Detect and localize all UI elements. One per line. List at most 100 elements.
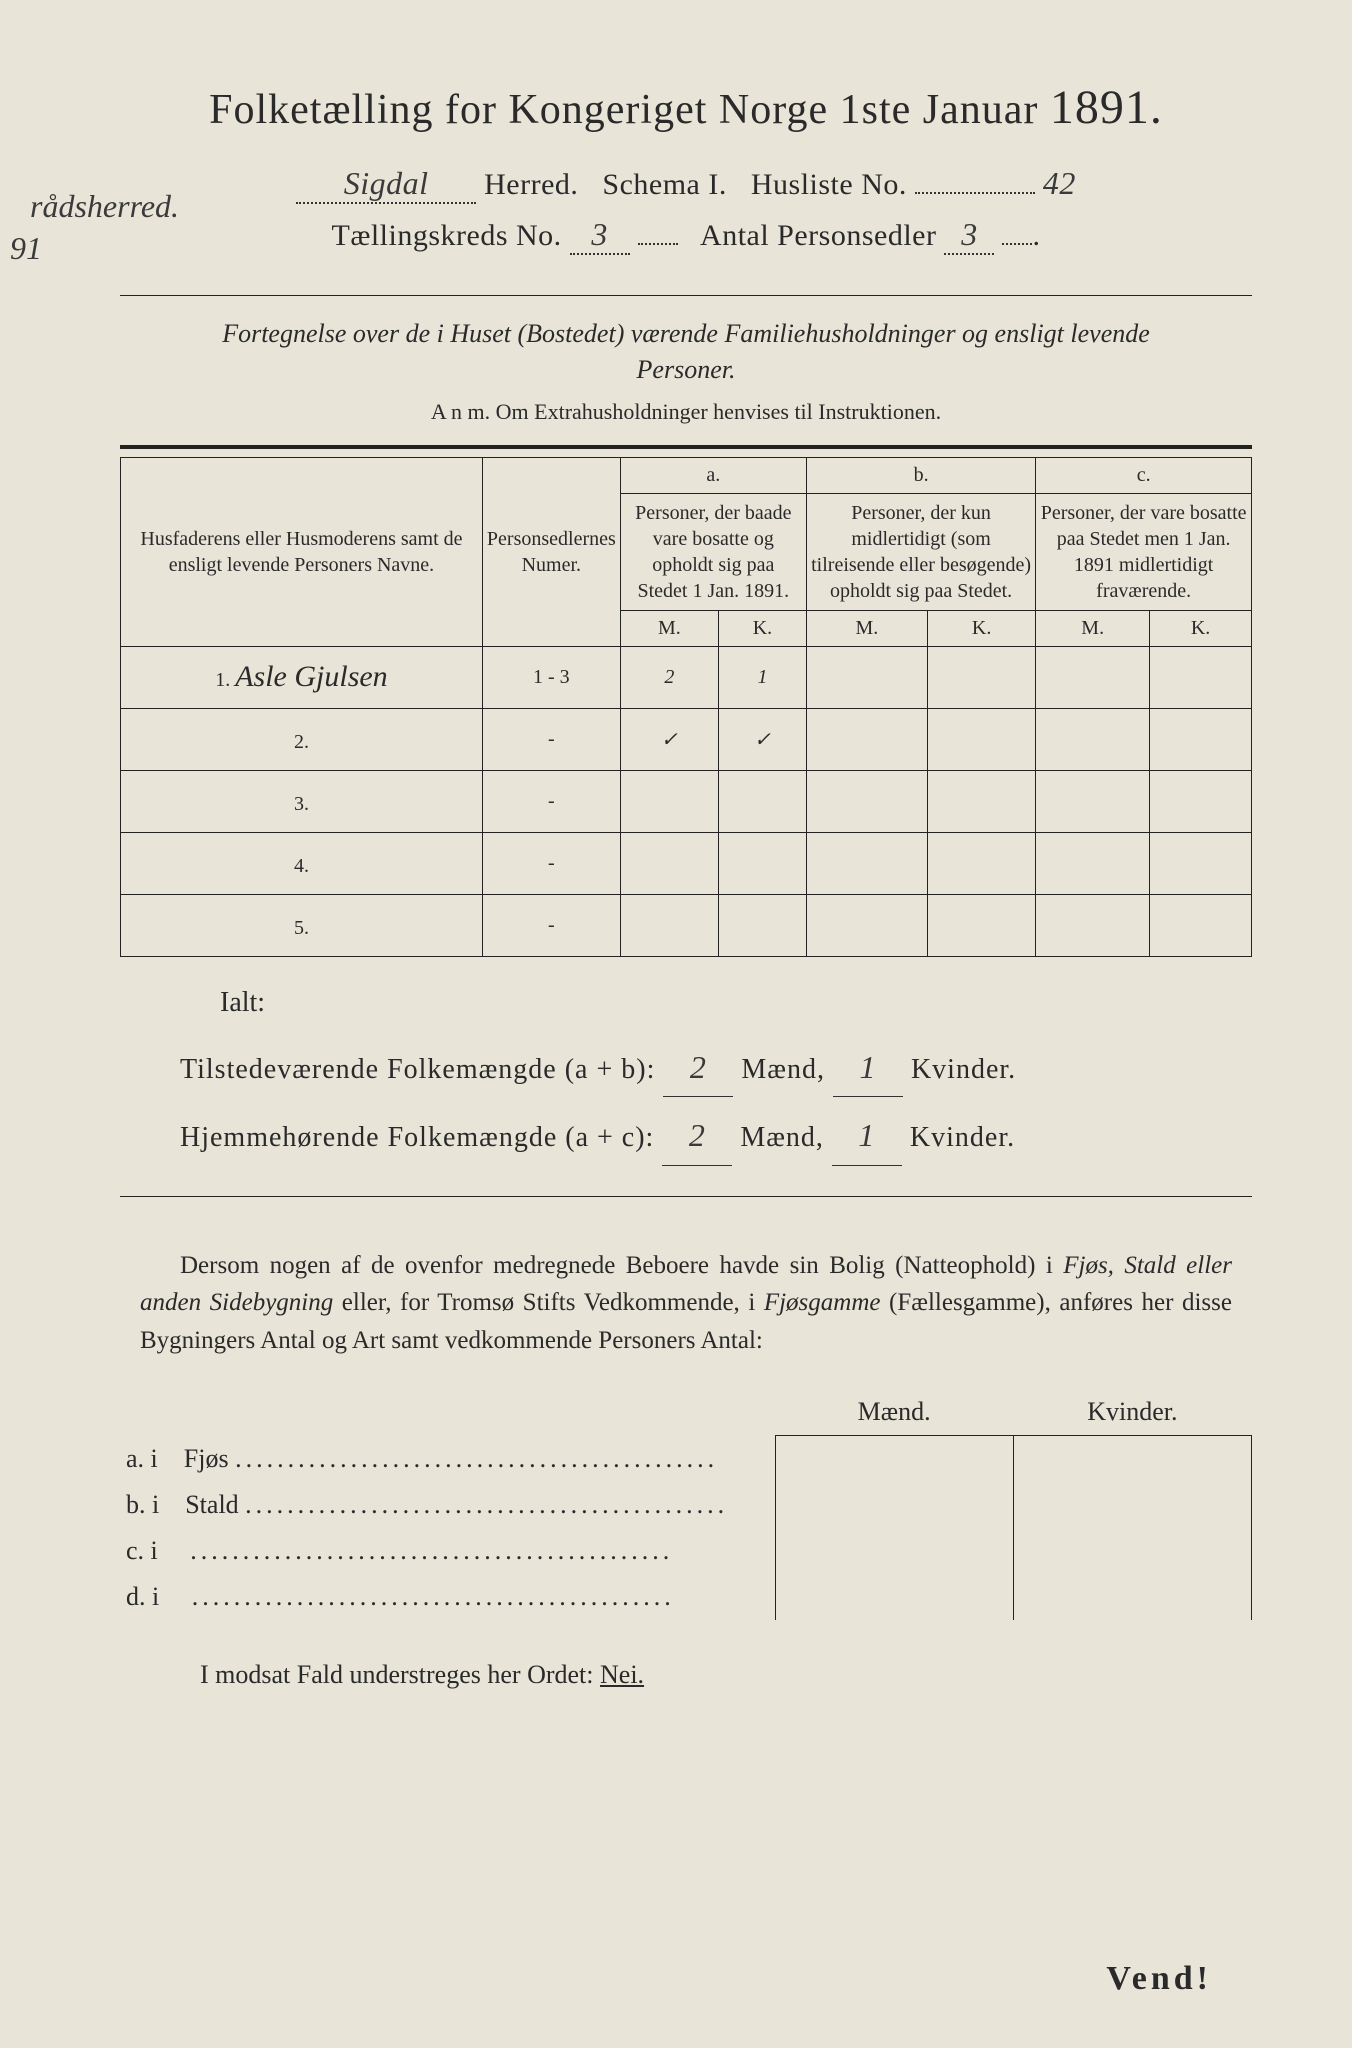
para-t7: og [316, 1327, 352, 1354]
row-num: - [482, 894, 620, 956]
vend-label: Vend! [1106, 1960, 1212, 1998]
bldg-tbody: a. i Fjøs b. i Stald c. i d. i [120, 1436, 1252, 1620]
margin-year-note: 91 [10, 230, 42, 267]
row-a-k [718, 770, 806, 832]
table-row: 2. -✓✓ [121, 708, 1252, 770]
anm-note: A n m. Om Extrahusholdninger henvises ti… [120, 399, 1252, 425]
herred-value: Sigdal [296, 165, 476, 204]
totals1-m: 2 [663, 1039, 733, 1098]
para-t1: Dersom nogen af de ovenfor medregnede Be… [180, 1252, 1063, 1279]
totals-kvinder-1: Kvinder. [911, 1054, 1016, 1085]
bldg-row: b. i Stald [120, 1482, 1252, 1528]
margin-herred-prefix: rådsherred. [30, 188, 179, 225]
bldg-k [1013, 1482, 1251, 1528]
b-k: K. [927, 610, 1035, 646]
row-c-m [1036, 894, 1150, 956]
row-a-k [718, 894, 806, 956]
row-b-m [806, 832, 927, 894]
margin-year: 91 [10, 230, 42, 266]
a-m: M. [620, 610, 718, 646]
bldg-head-row: Mænd. Kvinder. [120, 1389, 1252, 1436]
totals-maend-1: Mænd, [741, 1054, 825, 1085]
page-title: Folketælling for Kongeriget Norge 1ste J… [120, 80, 1252, 135]
bldg-head-k: Kvinder. [1013, 1389, 1251, 1436]
row-n: 2. [121, 708, 483, 770]
rule-mid [120, 1196, 1252, 1197]
bldg-m [775, 1528, 1013, 1574]
kreds-label: Tællingskreds No. [332, 219, 562, 252]
bldg-label: a. i Fjøs [120, 1436, 775, 1482]
herred-prefix-hw: rådsherred. [30, 188, 179, 224]
row-c-k [1150, 832, 1252, 894]
row-b-k [927, 770, 1035, 832]
totals2-label: Hjemmehørende Folkemængde (a + c): [180, 1122, 654, 1153]
row-b-k [927, 708, 1035, 770]
totals-maend-2: Mænd, [740, 1122, 824, 1153]
totals-kvinder-2: Kvinder. [910, 1122, 1015, 1153]
para-t9: samt vedkommende Personers Antal: [385, 1327, 763, 1354]
bldg-blank [120, 1389, 775, 1436]
census-form-page: rådsherred. 91 Folketælling for Kongerig… [0, 0, 1352, 2048]
row-b-m [806, 770, 927, 832]
row-b-m [806, 708, 927, 770]
rule-thick-top [120, 445, 1252, 449]
rule-1 [120, 295, 1252, 296]
bldg-label: c. i [120, 1528, 775, 1574]
row-n: 3. [121, 770, 483, 832]
totals2-m: 2 [662, 1107, 732, 1166]
row-a-m [620, 894, 718, 956]
c-m: M. [1036, 610, 1150, 646]
row-c-m [1036, 708, 1150, 770]
bldg-m [775, 1436, 1013, 1482]
row-c-m [1036, 646, 1150, 708]
census-tbody: 1. Asle Gjulsen1 - 3212. -✓✓3. -4. -5. - [121, 646, 1252, 956]
bldg-m [775, 1574, 1013, 1620]
row-b-k [927, 646, 1035, 708]
row-a-k [718, 832, 806, 894]
kreds-dots [638, 243, 678, 245]
row-num: - [482, 770, 620, 832]
table-row: 3. - [121, 770, 1252, 832]
row-c-k [1150, 770, 1252, 832]
bldg-label: d. i [120, 1574, 775, 1620]
row-c-m [1036, 770, 1150, 832]
bldg-row: d. i [120, 1574, 1252, 1620]
row-b-m [806, 646, 927, 708]
totals1-label: Tilstedeværende Folkemængde (a + b): [180, 1054, 655, 1085]
col-name-head: Husfaderens eller Husmoderens samt de en… [121, 457, 483, 646]
schema-label: Schema I. [602, 168, 726, 201]
nei-word: Nei. [600, 1660, 644, 1689]
table-row: 5. - [121, 894, 1252, 956]
building-paragraph: Dersom nogen af de ovenfor medregnede Be… [140, 1247, 1232, 1360]
title-year: 1891. [1050, 81, 1163, 134]
row-n: 5. [121, 894, 483, 956]
husliste-label: Husliste No. [751, 168, 907, 201]
nei-pre: I modsat Fald understreges her Ordet: [200, 1660, 600, 1689]
para-t8: Art [352, 1327, 385, 1354]
totals-line-2: Hjemmehørende Folkemængde (a + c): 2 Mæn… [180, 1107, 1252, 1166]
col-b-head: b. [806, 457, 1035, 493]
row-num: - [482, 832, 620, 894]
col-c-text: Personer, der vare bosatte paa Stedet me… [1036, 493, 1252, 610]
husliste-value: 42 [1043, 165, 1076, 201]
row-a-k: 1 [718, 646, 806, 708]
row-a-m: ✓ [620, 708, 718, 770]
row-a-m [620, 770, 718, 832]
row-c-k [1150, 708, 1252, 770]
row-n: 1. Asle Gjulsen [121, 646, 483, 708]
row-c-k [1150, 646, 1252, 708]
totals1-k: 1 [833, 1039, 903, 1098]
para-t4: Fjøsgamme [764, 1289, 881, 1316]
herred-label: Herred. [484, 168, 578, 201]
table-row: 4. - [121, 832, 1252, 894]
col-a-text: Personer, der baade vare bosatte og opho… [620, 493, 806, 610]
nei-line: I modsat Fald understreges her Ordet: Ne… [200, 1660, 1252, 1690]
row-num: 1 - 3 [482, 646, 620, 708]
row-b-k [927, 894, 1035, 956]
bldg-m [775, 1482, 1013, 1528]
row-c-k [1150, 894, 1252, 956]
col-num-head: Personsedlernes Numer. [482, 457, 620, 646]
header-line-1: Sigdal Herred. Schema I. Husliste No. 42 [120, 165, 1252, 204]
para-t6: Antal [260, 1327, 316, 1354]
census-thead: Husfaderens eller Husmoderens samt de en… [121, 457, 1252, 646]
